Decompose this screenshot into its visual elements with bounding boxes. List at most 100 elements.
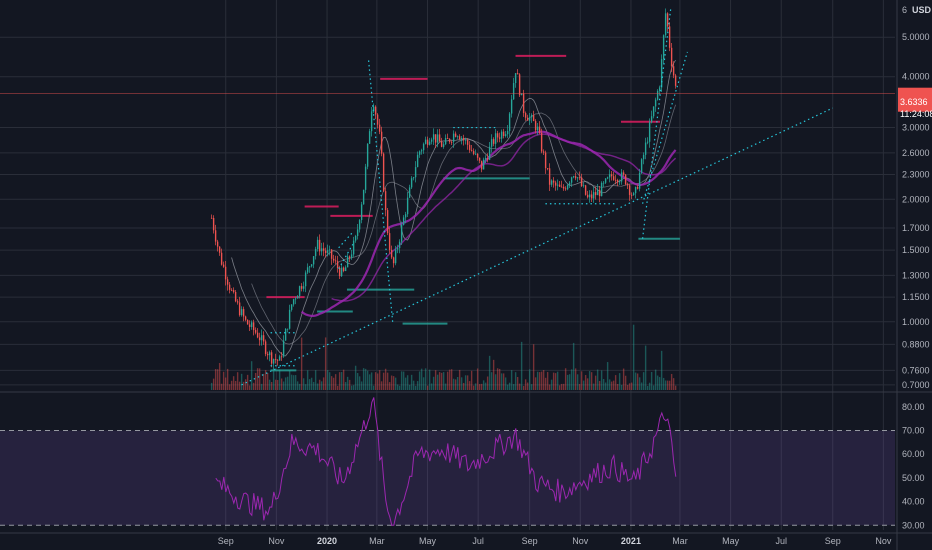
candle-body [368,131,371,144]
volume-bar [560,383,563,390]
candle-body [380,131,383,154]
volume-bar [298,383,301,390]
volume-bar [328,372,331,390]
volume-bar [570,369,573,390]
volume-bar [406,375,409,390]
volume-bar [498,368,501,390]
volume-bar [370,372,373,390]
candle-body [212,217,215,231]
price-tick-label: 2.0000 [902,194,930,204]
volume-bar [502,373,505,390]
volume-bar [460,377,463,390]
candle-body [572,176,575,178]
volume-bar [602,379,605,390]
candle-body [516,73,519,75]
last-price-tag[interactable]: 3.6336 11:24:08 [898,87,932,119]
candle-body [470,150,473,152]
candle-body [384,191,387,211]
candle-body [228,284,231,290]
candle-body [310,264,313,267]
volume-bar [376,373,379,390]
candle-body [270,352,273,364]
volume-bar [396,384,399,390]
candle-body [480,160,483,170]
candle-body [302,286,305,289]
volume-bar [274,379,277,390]
volume-bar [324,337,327,390]
candle-body [400,224,403,242]
candle-body [524,113,527,118]
volume-bar [372,385,375,390]
trend-line [641,7,672,239]
candle-body [620,172,623,182]
candle-body [280,356,283,358]
volume-bar [438,372,441,390]
candle-body [642,154,645,160]
volume-bar [486,376,489,390]
candle-body [294,298,297,300]
volume-bar [534,377,537,390]
candle-body [406,197,409,215]
volume-bar [350,385,353,390]
candle-body [660,59,663,88]
volume-bar [562,383,565,390]
candle-body [446,137,449,139]
candle-body [224,266,227,280]
candle-body [262,335,265,342]
volume-bar [410,374,413,390]
volume-bar [606,362,609,390]
candle-body [434,134,437,143]
candle-body [210,217,213,219]
candle-body [566,184,569,190]
volume-bar [416,381,419,390]
volume-bar [278,369,281,390]
candle-body [500,131,503,139]
candle-body [494,133,497,144]
candle-body [608,174,611,178]
volume-bar [614,375,617,390]
candle-body [238,302,241,316]
candle-body [618,181,621,183]
volume-bar [322,377,325,390]
volume-bar [672,378,675,390]
price-tick-label: 0.7600 [902,365,930,375]
volume-bar [260,383,263,390]
candle-body [636,187,639,189]
candle-body [668,26,671,48]
volume-bar [242,381,245,390]
candle-body [308,266,311,268]
candle-body [226,279,229,285]
candle-body [342,267,345,272]
rsi-tick-label: 70.00 [902,426,925,436]
candle-body [514,73,517,84]
volume-bar [240,373,243,390]
candle-body [458,136,461,140]
candle-body [248,324,251,327]
time-tick-label: Jul [775,536,787,546]
volume-bar [510,370,513,390]
volume-bar [234,380,237,390]
candle-body [318,239,321,252]
volume-bar [214,369,217,390]
candle-body [542,151,545,153]
candle-body [666,13,669,27]
volume-bar [564,368,567,390]
volume-bar [336,385,339,390]
candle-body [504,134,507,136]
candle-body [350,254,353,258]
candle-body [346,256,349,268]
candle-body [326,250,329,253]
volume-bar [506,384,509,390]
candle-body [314,249,317,257]
candle-body [644,142,647,155]
candle-body [242,309,245,317]
volume-bar [552,372,555,390]
candle-body [506,130,509,135]
volume-bar [236,372,239,390]
volume-bar [246,374,249,390]
candle-body [216,241,219,247]
volume-bar [342,369,345,390]
volume-bar [576,374,579,390]
candle-body [530,115,533,118]
